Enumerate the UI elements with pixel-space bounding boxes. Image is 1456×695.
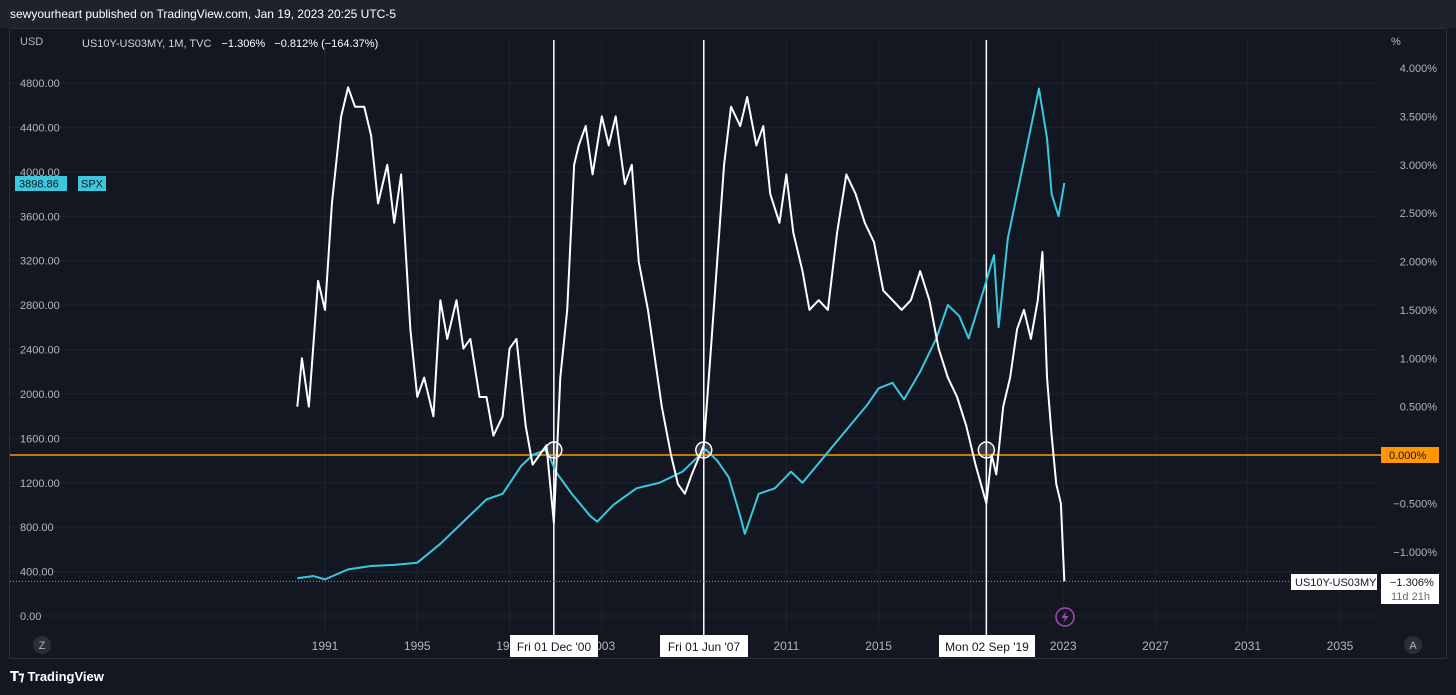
svg-text:US10Y-US03MY, 1M, TVC −1: US10Y-US03MY, 1M, TVC −1.306% −0.812% (−… (82, 38, 378, 50)
x-tick-label: 2027 (1142, 639, 1169, 653)
right-tick-label: −0.500% (1393, 498, 1437, 510)
spread-badge-value: −1.306% (1390, 577, 1434, 589)
x-tick-label: 2023 (1050, 639, 1077, 653)
left-axis-ticks: 0.00 400.00 800.00 1200.00 1600.00 2000.00 240… (20, 78, 60, 623)
intersection-markers (545, 441, 996, 459)
date-marker-1: Fri 01 Dec '00 (510, 635, 598, 657)
x-tick-label: 2015 (865, 639, 892, 653)
right-tick-label: 0.500% (1400, 402, 1438, 414)
spread-badge-countdown: 11d 21h (1391, 591, 1430, 603)
right-tick-label: 1.000% (1400, 353, 1438, 365)
spx-series-line (297, 87, 1066, 581)
svg-text:Fri 01 Jun '07: Fri 01 Jun '07 (668, 640, 741, 654)
auto-scale-button[interactable]: A (1404, 636, 1422, 654)
svg-text:A: A (1409, 640, 1417, 652)
date-marker-2: Fri 01 Jun '07 (660, 635, 748, 657)
right-tick-label: 3.000% (1400, 160, 1438, 172)
tradingview-logo[interactable]: T⁊ TradingView (10, 669, 104, 685)
left-tick-label: 3200.00 (20, 256, 60, 268)
left-tick-label: 0.00 (20, 611, 41, 623)
spread-badge[interactable]: US10Y-US03MY −1.306% 11d 21h (1291, 574, 1439, 604)
spx-badge-value: 3898.86 (19, 179, 59, 191)
svg-text:Mon 02 Sep '19: Mon 02 Sep '19 (945, 640, 1029, 654)
gridlines (10, 40, 1378, 630)
left-tick-label: 400.00 (20, 567, 54, 579)
left-tick-label: 800.00 (20, 522, 54, 534)
left-tick-label: 2400.00 (20, 345, 60, 357)
x-axis-ticks: 1991199519992003200720112015201920232027… (312, 639, 1354, 653)
spread-badge-label: US10Y-US03MY (1295, 577, 1377, 589)
intersection-marker (695, 441, 713, 459)
tradingview-logo-icon: T⁊ (10, 670, 25, 685)
legend-symbol[interactable]: US10Y-US03MY, 1M, TVC (82, 38, 211, 50)
left-tick-label: 1200.00 (20, 478, 60, 490)
footer-brand: TradingView (27, 669, 104, 684)
spread-series-line (296, 86, 1066, 582)
left-tick-label: 2800.00 (20, 300, 60, 312)
x-tick-label: 2035 (1327, 639, 1354, 653)
left-tick-label: 4800.00 (20, 78, 60, 90)
right-axis-ticks: −1.000% −0.500% 0.500% 1.000% 1.500% 2.000% 2.… (1393, 63, 1437, 559)
zero-badge: 0.000% (1381, 447, 1439, 463)
published-header: sewyourheart published on TradingView.co… (0, 0, 1456, 28)
date-marker-3: Mon 02 Sep '19 (939, 635, 1035, 657)
spx-badge-label: SPX (81, 179, 104, 191)
x-tick-label: 2011 (773, 639, 799, 653)
x-tick-label: 1995 (404, 639, 431, 653)
x-tick-label: 1991 (312, 639, 339, 653)
intersection-marker (977, 441, 996, 459)
zero-badge-value: 0.000% (1389, 450, 1427, 462)
spx-badge[interactable]: 3898.86 SPX (15, 176, 106, 191)
x-tick-label: 2031 (1234, 639, 1261, 653)
svg-text:Z: Z (39, 640, 46, 652)
legend-change: −0.812% (−164.37%) (274, 38, 378, 50)
intersection-marker (545, 441, 563, 459)
flash-icon[interactable] (1055, 607, 1075, 627)
left-tick-label: 4400.00 (20, 122, 60, 134)
right-tick-label: −1.000% (1393, 547, 1437, 559)
right-tick-label: 1.500% (1400, 305, 1438, 317)
svg-text:Fri 01 Dec '00: Fri 01 Dec '00 (517, 640, 592, 654)
left-tick-label: 4000.00 (20, 167, 60, 179)
right-tick-label: 4.000% (1400, 63, 1438, 75)
left-tick-label: 2000.00 (20, 389, 60, 401)
left-tick-label: 3600.00 (20, 211, 60, 223)
footer: T⁊ TradingView (0, 659, 1456, 695)
date-marker-lines (553, 40, 988, 635)
left-tick-label: 1600.00 (20, 433, 60, 445)
right-tick-label: 2.000% (1400, 257, 1438, 269)
right-tick-label: 2.500% (1400, 208, 1438, 220)
right-tick-label: 3.500% (1400, 111, 1438, 123)
left-axis-unit: USD (20, 36, 43, 48)
right-axis-unit: % (1391, 36, 1401, 48)
legend-last: −1.306% (221, 38, 265, 50)
scale-z-button[interactable]: Z (33, 636, 51, 654)
legend: US10Y-US03MY, 1M, TVC −1.306% −0.812% (−… (82, 38, 378, 50)
